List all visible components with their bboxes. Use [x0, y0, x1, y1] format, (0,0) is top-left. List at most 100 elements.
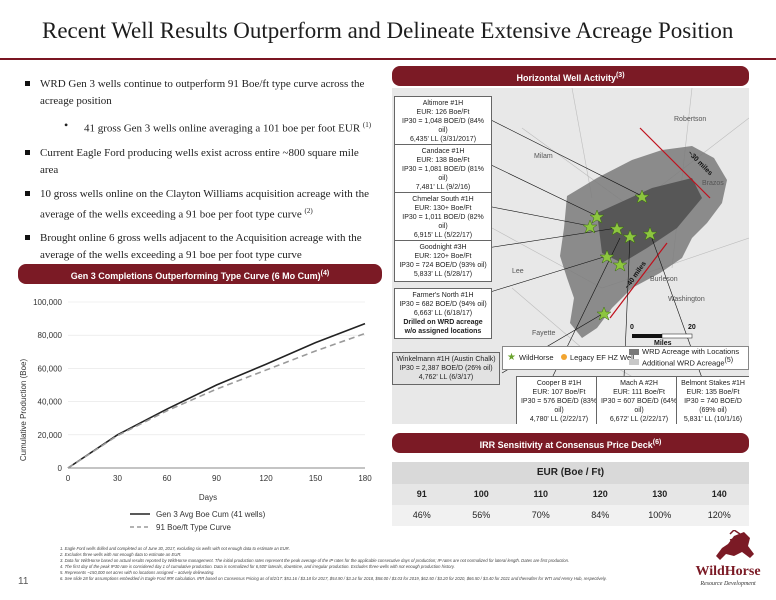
callout-line: Altimore #1H [422, 100, 464, 107]
callout-line: 7,481' LL (9/2/16) [415, 184, 471, 191]
well-markers [582, 189, 658, 321]
callout-line: IP30 = 1,048 BOE/D (84% oil) [402, 118, 484, 134]
wildhorse-logo: WildHorse Resource Development [690, 529, 766, 590]
chart-banner-text: Gen 3 Completions Outperforming Type Cur… [70, 271, 321, 281]
callout-line: 6,435' LL (3/31/2017) [409, 136, 477, 143]
table-cell: 46% [412, 510, 431, 520]
footnote: 5. Represents ~150,000 net acres with no… [60, 570, 215, 575]
callout-line: EUR: 126 Boe/Ft [416, 109, 470, 116]
series-line [67, 332, 366, 469]
callout-line: w/o assigned locations [404, 328, 482, 335]
title-divider [0, 58, 776, 60]
y-tick-label: 100,000 [33, 298, 62, 307]
wrd-acreage-swatch-icon [629, 349, 639, 355]
bullet-item: 10 gross wells online on the Clayton Wil… [24, 186, 376, 224]
place-label: Washington [668, 296, 705, 303]
footnote: 4. The first day of the peak IP30 rate i… [60, 564, 455, 569]
well-callout: Cooper B #1H EUR: 107 Boe/Ft IP30 = 576 … [516, 376, 602, 424]
table-cell: 110 [533, 489, 549, 499]
callout-line: Chmelar South #1H [412, 196, 474, 203]
legend-additional: Additional WRD Acreage [642, 358, 725, 368]
table-cell: 120 [592, 489, 608, 499]
well-star-icon [609, 221, 625, 236]
bullet-square-icon [25, 190, 30, 196]
footnotes: 1. Eagle Ford wells drilled and complete… [60, 546, 710, 582]
callout-line: EUR: 135 Boe/Ft [686, 389, 740, 396]
well-star-icon [599, 249, 615, 264]
bullet-text: Current Eagle Ford producing wells exist… [40, 146, 359, 176]
chart-banner: Gen 3 Completions Outperforming Type Cur… [18, 264, 382, 284]
callout-line: Drilled on WRD acreage [403, 319, 483, 326]
callout-line: Belmont Stakes #1H [681, 380, 745, 387]
additional-acreage-area [597, 178, 702, 263]
footnote-ref: (1) [362, 121, 372, 129]
well-star-icon [642, 226, 658, 241]
well-callout: Belmont Stakes #1H EUR: 135 Boe/Ft IP30 … [676, 376, 749, 424]
footnote-ref: (3) [615, 72, 625, 79]
table-cell: 100 [473, 489, 489, 499]
x-axis-label: Days [199, 493, 217, 502]
table-cell: 91 [416, 489, 427, 499]
legend-label: Gen 3 Avg Boe Cum (41 wells) [156, 510, 266, 519]
scale-unit-label: Miles [654, 340, 672, 347]
footnote: 1. Eagle Ford wells drilled and complete… [60, 546, 290, 551]
bullet-dot-icon: • [64, 118, 69, 132]
place-label: Milam [534, 153, 553, 160]
series-line [67, 322, 366, 469]
y-axis-label: Cumulative Production (Boe) [19, 359, 28, 462]
irr-banner: IRR Sensitivity at Consensus Price Deck(… [392, 433, 749, 453]
legend-wrd-locations: WRD Acreage with Locations [642, 347, 740, 356]
distance-line-40 [609, 242, 668, 319]
map-banner: Horizontal Well Activity(3) [392, 66, 749, 86]
bullet-square-icon [25, 149, 30, 155]
x-tick-label: 30 [113, 474, 122, 483]
y-tick-label: 0 [58, 464, 63, 473]
irr-value-row: 46% 56% 70% 84% 100% 120% [392, 505, 749, 526]
callout-line: EUR: 138 Boe/Ft [416, 157, 470, 164]
x-tick-label: 120 [259, 474, 273, 483]
x-tick-label: 180 [358, 474, 372, 483]
bullet-item: WRD Gen 3 wells continue to outperform 9… [24, 76, 376, 110]
scale-end-label: 20 [688, 324, 696, 331]
callout-line: IP30 = 724 BOE/D (93% oil) [399, 262, 487, 269]
callout-line: 5,833' LL (5/28/17) [413, 271, 473, 278]
place-label: Burleson [650, 276, 678, 283]
callout-line: IP30 = 682 BOE/D (94% oil) [399, 301, 487, 308]
callout-line: Mach A #2H [620, 380, 658, 387]
place-label: Robertson [674, 116, 707, 123]
well-callout: Candace #1H EUR: 138 Boe/Ft IP30 = 1,081… [394, 144, 492, 195]
legend-legacy: Legacy EF HZ Well [570, 353, 635, 362]
irr-banner-text: IRR Sensitivity at Consensus Price Deck [479, 440, 653, 450]
scale-bar [632, 333, 693, 339]
bullet-list: WRD Gen 3 wells continue to outperform 9… [24, 76, 376, 271]
callout-line: Winkelmann #1H (Austin Chalk) [396, 356, 496, 363]
footnote: 6. See slide 28 for assumptions embedded… [60, 576, 607, 581]
callout-line: Farmer's North #1H [412, 292, 474, 299]
well-star-icon [634, 189, 650, 204]
table-cell: 70% [531, 510, 550, 520]
callout-line: 5,831' LL (10/1/16) [683, 416, 743, 423]
bullet-item: Brought online 6 gross wells adjacent to… [24, 230, 376, 264]
callout-line: IP30 = 607 BOE/D (64% oil) [600, 398, 678, 414]
table-cell: 130 [652, 489, 668, 499]
callout-line: EUR: 130+ Boe/Ft [414, 205, 472, 212]
bullet-text: WRD Gen 3 wells continue to outperform 9… [40, 78, 365, 107]
callout-line: IP30 = 1,081 BOE/D (81% oil) [402, 166, 484, 182]
footnote-ref: (2) [304, 206, 313, 215]
callout-line: IP30 = 740 BOE/D (69% oil) [684, 398, 742, 414]
y-tick-label: 40,000 [38, 398, 63, 407]
footnote-ref: (6) [652, 439, 662, 446]
well-star-icon [612, 257, 628, 272]
callout-line: IP30 = 576 BOE/D (83% oil) [520, 398, 598, 414]
x-tick-label: 60 [163, 474, 172, 483]
footnote: 3. Data for WildHorse based on actual re… [60, 558, 570, 563]
map-banner-text: Horizontal Well Activity [516, 73, 616, 83]
chart-legend: Gen 3 Avg Boe Cum (41 wells) 91 Boe/ft Ty… [130, 510, 266, 532]
well-callout: Winkelmann #1H (Austin Chalk) IP30 = 2,3… [392, 352, 500, 385]
footnote: 2. Excludes three wells with not enough … [60, 552, 182, 557]
callout-line: 4,780' LL (2/22/17) [529, 416, 589, 423]
callout-line: Goodnight #3H [419, 244, 467, 251]
callout-line: EUR: 120+ Boe/Ft [414, 253, 472, 260]
map-legend: ★ WildHorse Legacy EF HZ Well WRD Acreag… [502, 346, 749, 370]
well-callout: Altimore #1H EUR: 126 Boe/Ft IP30 = 1,04… [394, 96, 492, 147]
